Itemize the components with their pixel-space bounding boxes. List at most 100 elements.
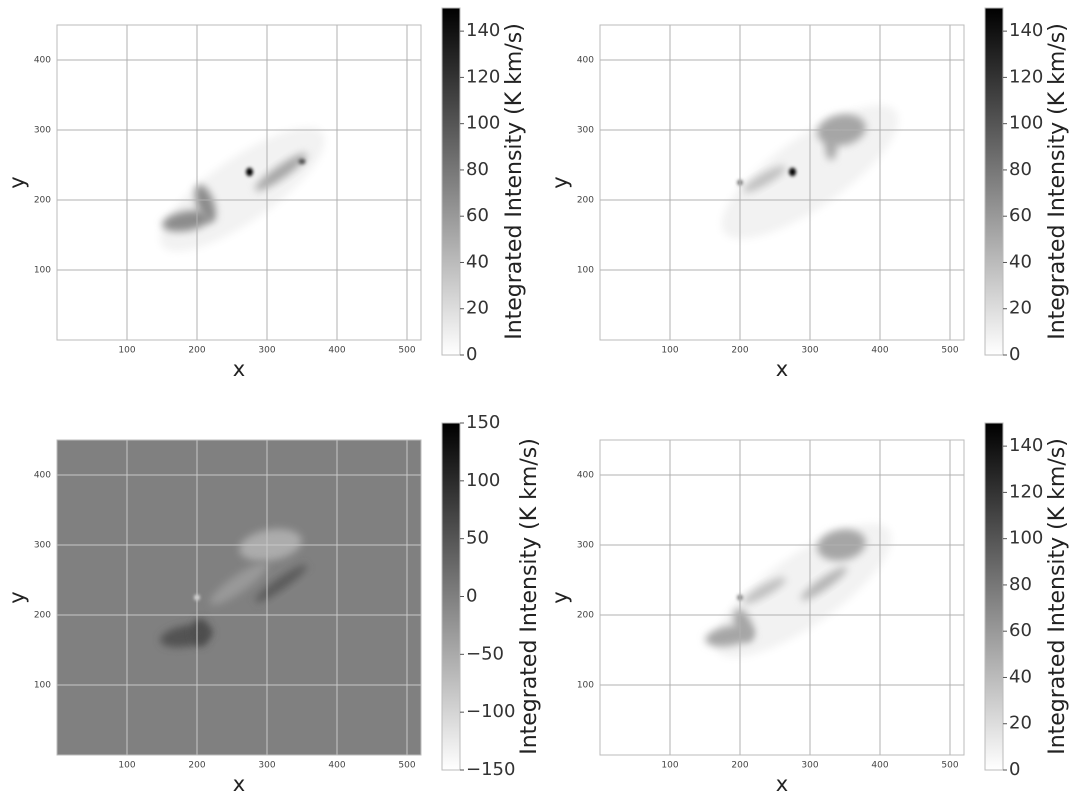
y-axis-label: y (548, 176, 572, 188)
x-tick-label: 300 (801, 761, 818, 771)
y-tick-label: 200 (577, 611, 594, 621)
colorbar (984, 7, 1004, 356)
x-tick-label: 400 (328, 761, 345, 771)
image (160, 127, 325, 252)
colorbar (984, 422, 1004, 771)
x-tick-label: 100 (118, 346, 135, 356)
colorbar-tick-label: 60 (1009, 620, 1032, 641)
y-tick-label: 300 (577, 126, 594, 136)
colorbar-tick-label: 60 (1009, 205, 1032, 226)
colorbar-tick-label: 120 (1009, 66, 1043, 87)
emission (733, 608, 754, 643)
x-tick-label: 300 (258, 761, 275, 771)
colorbar-tick-label: 0 (1009, 759, 1020, 780)
colorbar-tick-label: 120 (1009, 481, 1043, 502)
colorbar-tick-label: 100 (466, 113, 500, 134)
x-axis-label: x (233, 772, 245, 794)
y-tick-label: 200 (577, 196, 594, 206)
emission (209, 562, 269, 605)
x-axis-label: x (233, 357, 245, 381)
emission (743, 577, 786, 604)
y-tick-label: 100 (34, 681, 51, 691)
x-tick-label: 200 (731, 761, 748, 771)
panel: 100 200 300 400 500 100 200 300 400 x y 0 20 40 60 80 10… (5, 7, 527, 381)
x-tick-label: 500 (398, 761, 415, 771)
x-tick-label: 500 (398, 346, 415, 356)
colorbar-tick-label: 80 (466, 159, 489, 180)
y-tick-label: 100 (577, 266, 594, 276)
image (705, 523, 892, 658)
colorbar-tick-label: 140 (1009, 435, 1043, 456)
emission (789, 167, 796, 177)
y-tick-label: 200 (34, 611, 51, 621)
x-tick-label: 300 (258, 346, 275, 356)
y-tick-label: 300 (577, 541, 594, 551)
colorbar-tick-label: 60 (466, 205, 489, 226)
y-tick-label: 300 (34, 126, 51, 136)
emission (192, 618, 209, 647)
emission (254, 153, 308, 191)
colorbar (441, 7, 461, 356)
x-tick-label: 200 (188, 761, 205, 771)
axes-frame (56, 439, 422, 756)
emission (743, 165, 786, 193)
x-tick-label: 500 (941, 346, 958, 356)
y-axis-label: y (5, 591, 29, 603)
colorbar-tick-label: 150 (466, 412, 500, 433)
x-tick-label: 200 (731, 346, 748, 356)
emission (254, 564, 308, 603)
colorbar-tick-label: 20 (1009, 713, 1032, 734)
y-tick-label: 200 (34, 196, 51, 206)
x-tick-label: 400 (871, 761, 888, 771)
x-tick-label: 400 (871, 346, 888, 356)
y-tick-label: 400 (34, 471, 51, 481)
y-tick-label: 300 (34, 541, 51, 551)
colorbar-tick-label: 80 (1009, 574, 1032, 595)
y-axis-label: y (5, 176, 29, 188)
colorbar-tick-label: 20 (466, 298, 489, 319)
colorbar-tick-label: −50 (466, 643, 504, 664)
colorbar-tick-label: 40 (1009, 251, 1032, 272)
y-tick-label: 100 (577, 681, 594, 691)
y-tick-label: 100 (34, 266, 51, 276)
colorbar-tick-label: 40 (466, 251, 489, 272)
colorbar-tick-label: 140 (1009, 20, 1043, 41)
colorbar-tick-label: 0 (466, 344, 477, 365)
colorbar-tick-label: 40 (1009, 666, 1032, 687)
colorbar-label: Integrated Intensity (K km/s) (502, 23, 527, 340)
x-tick-label: 200 (188, 346, 205, 356)
colorbar (441, 422, 461, 771)
colorbar-tick-label: 0 (466, 586, 477, 607)
colorbar-tick-label: 120 (466, 66, 500, 87)
emission (825, 134, 837, 161)
emission (298, 158, 306, 165)
x-tick-label: 100 (661, 346, 678, 356)
colorbar-tick-label: 80 (1009, 159, 1032, 180)
colorbar-label: Integrated Intensity (K km/s) (1045, 438, 1070, 755)
axes-frame (599, 24, 965, 341)
axes-frame (599, 439, 965, 756)
colorbar-tick-label: 140 (466, 20, 500, 41)
x-tick-label: 400 (328, 346, 345, 356)
emission (800, 566, 848, 601)
colorbar-tick-label: −100 (466, 701, 515, 722)
x-tick-label: 500 (941, 761, 958, 771)
emission (246, 167, 253, 177)
x-tick-label: 100 (661, 761, 678, 771)
image-background (57, 440, 421, 755)
x-tick-label: 300 (801, 346, 818, 356)
colorbar-label: Integrated Intensity (K km/s) (1045, 23, 1070, 340)
x-axis-label: x (776, 357, 788, 381)
x-axis-label: x (776, 772, 788, 794)
axes-frame (56, 24, 422, 341)
x-tick-label: 100 (118, 761, 135, 771)
colorbar-tick-label: −150 (466, 759, 515, 780)
emission (195, 184, 216, 223)
emission (162, 210, 211, 232)
y-tick-label: 400 (34, 56, 51, 66)
colorbar-tick-label: 100 (1009, 113, 1043, 134)
colorbar-tick-label: 0 (1009, 344, 1020, 365)
panel: 100 200 300 400 500 100 200 300 400 x y 0 20 40 60 80 10… (548, 7, 1070, 381)
y-tick-label: 400 (577, 56, 594, 66)
